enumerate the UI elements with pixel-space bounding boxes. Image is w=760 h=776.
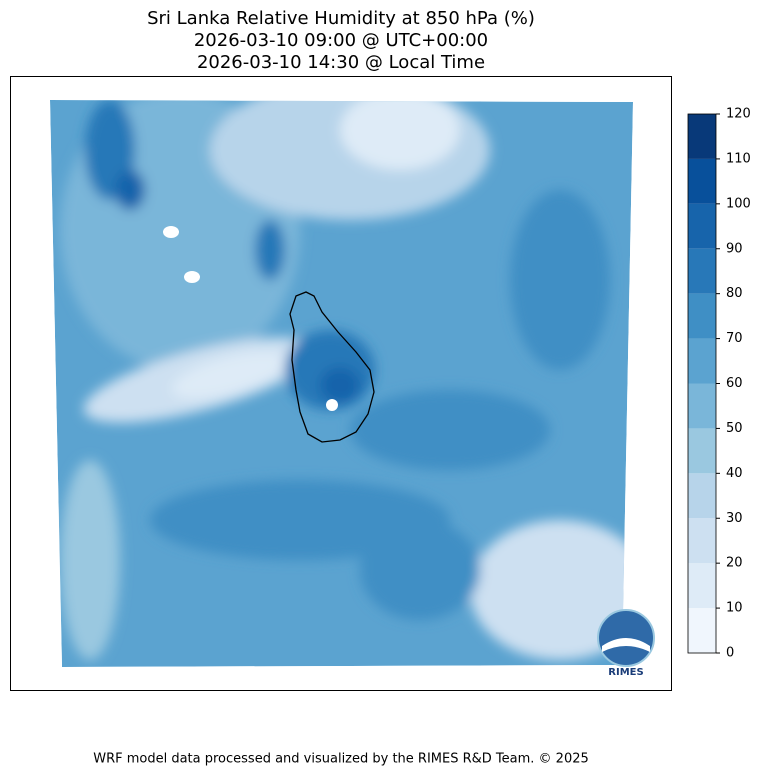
colorbar-tick-label: 60 bbox=[726, 376, 743, 391]
colorbar-tick-label: 120 bbox=[726, 107, 751, 122]
colorbar: 0 10 20 30 40 50 60 70 80 90 100 110 120 bbox=[687, 107, 751, 661]
colorbar-band bbox=[688, 608, 716, 653]
colorbar-band bbox=[688, 293, 716, 339]
footer: WRF model data processed and visualized … bbox=[93, 752, 589, 767]
colorbar-band bbox=[688, 203, 716, 249]
colorbar-tick-label: 20 bbox=[726, 556, 743, 571]
colorbar-tick-label: 0 bbox=[726, 646, 734, 661]
coastline bbox=[289, 291, 375, 443]
colorbar-tick-label: 30 bbox=[726, 511, 743, 526]
colorbar-band bbox=[688, 338, 716, 384]
title-line: 2026-03-10 09:00 @ UTC+00:00 bbox=[194, 30, 488, 51]
humidity-field bbox=[50, 100, 633, 667]
colorbar-band bbox=[688, 563, 716, 609]
colorbar-tick-label: 40 bbox=[726, 466, 743, 481]
title-line: Sri Lanka Relative Humidity at 850 hPa (… bbox=[147, 8, 535, 29]
colorbar-band bbox=[688, 158, 716, 204]
logo: RIMES bbox=[597, 609, 655, 678]
colorbar-tick-label: 10 bbox=[726, 601, 743, 616]
colorbar-band bbox=[688, 473, 716, 519]
colorbar-tick-label: 50 bbox=[726, 421, 743, 436]
colorbar-band bbox=[688, 383, 716, 429]
colorbar-tick-label: 110 bbox=[726, 151, 751, 166]
logo-text: RIMES bbox=[608, 667, 643, 678]
colorbar-tick-label: 100 bbox=[726, 196, 751, 211]
colorbar-band bbox=[688, 248, 716, 294]
colorbar-band bbox=[688, 518, 716, 564]
colorbar-tick-label: 90 bbox=[726, 241, 743, 256]
colorbar-tick-label: 70 bbox=[726, 331, 743, 346]
colorbar-band bbox=[688, 114, 716, 159]
title-line: 2026-03-10 14:30 @ Local Time bbox=[197, 52, 485, 73]
colorbar-band bbox=[688, 428, 716, 474]
title: Sri Lanka Relative Humidity at 850 hPa (… bbox=[147, 8, 535, 73]
colorbar-tick-label: 80 bbox=[726, 286, 743, 301]
